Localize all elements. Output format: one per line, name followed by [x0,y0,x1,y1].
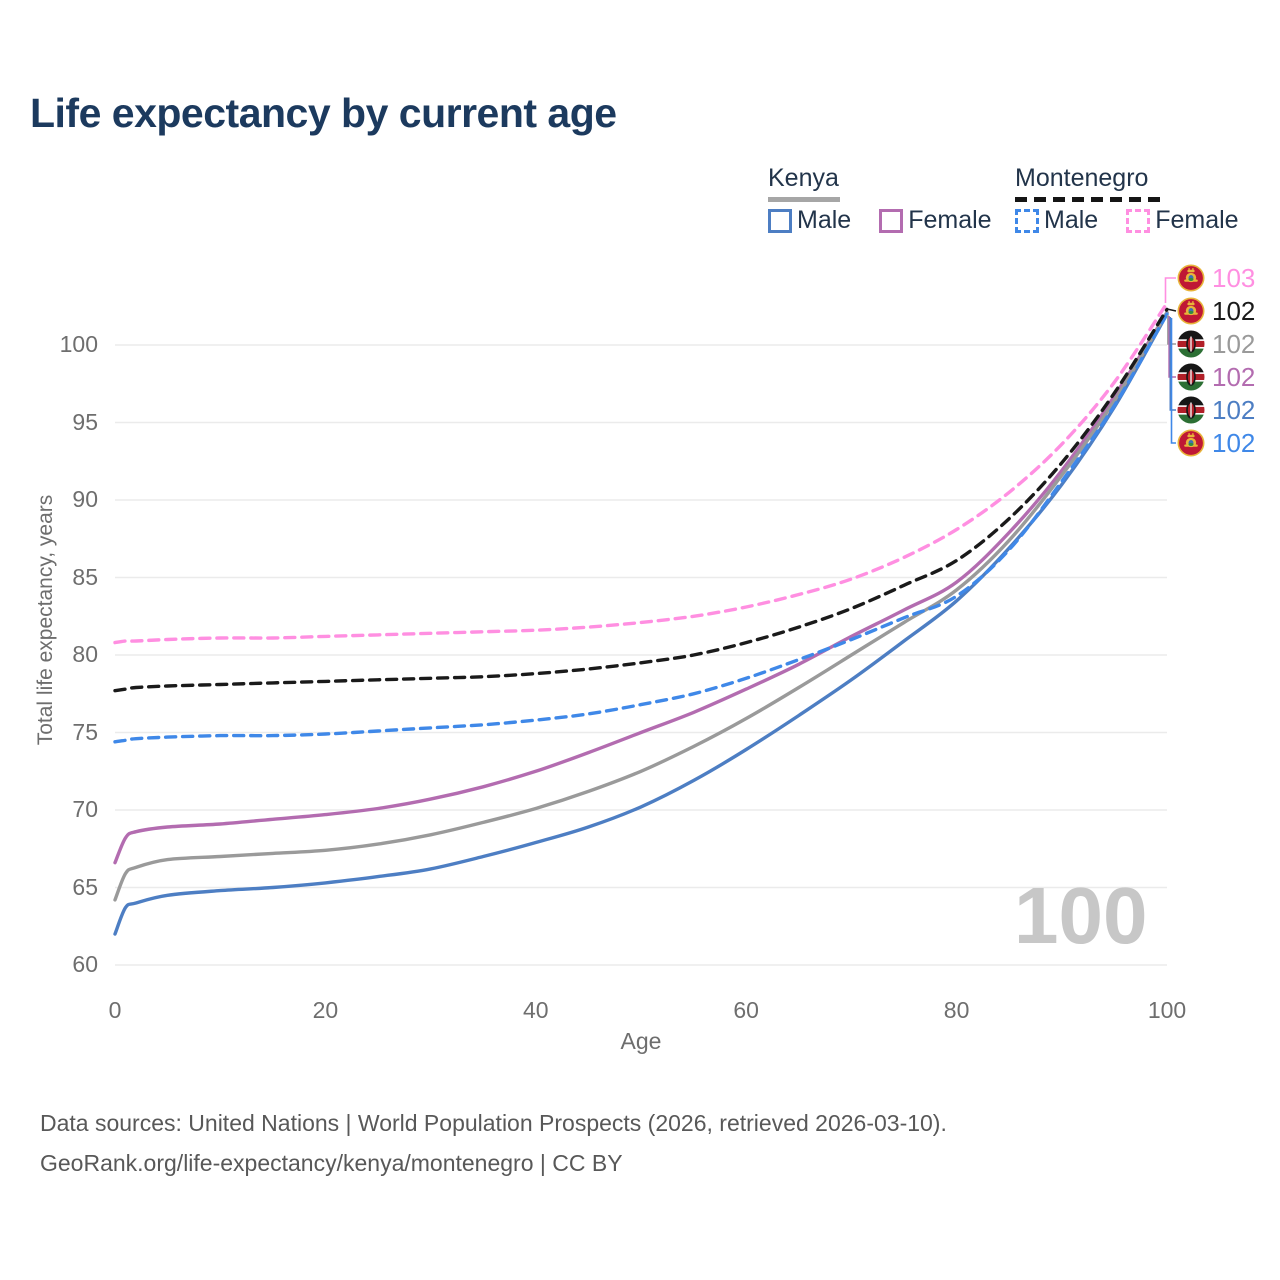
leader-line-4 [1169,317,1176,411]
series-montenegro-both [113,307,1169,693]
end-value: 102 [1212,295,1256,326]
kenya-flag-icon [1177,330,1205,358]
leader-line-2 [1167,315,1176,345]
end-value: 103 [1212,262,1256,293]
end-value: 102 [1212,394,1256,425]
kenya-male-swatch-icon [768,208,792,233]
legend-montenegro-items: Male Female [1015,206,1257,235]
legend-item-label: Male [797,206,852,234]
y-tick-85: 85 [72,563,98,590]
legend-kenya-linestyle-sample [768,197,840,202]
footer-data-sources: Data sources: United Nations | World Pop… [40,1110,947,1136]
y-tick-100: 100 [59,331,98,357]
series-kenya-male [113,312,1169,936]
y-tick-75: 75 [72,718,98,745]
x-tick-0: 0 [108,997,122,1023]
end-value: 102 [1212,328,1256,359]
series-montenegro-female [113,301,1169,645]
y-tick-95: 95 [72,408,98,435]
y-tick-90: 90 [72,486,98,512]
series-kenya-both [113,310,1169,902]
x-tick-60: 60 [733,997,759,1023]
end-label-kenya-both: 102 [1177,328,1256,359]
leader-line-3 [1168,316,1176,378]
legend-item-kenya-male[interactable]: Male [768,206,851,235]
end-label-montenegro-male: 102 [1177,427,1256,458]
gridlines [115,344,1167,966]
y-tick-80: 80 [72,641,98,667]
leader-line-1 [1166,308,1177,312]
page-title: Life expectancy by current age [30,90,617,136]
x-axis-title: Age [620,1028,662,1054]
end-value: 102 [1212,427,1256,458]
leader-line-0 [1164,277,1176,303]
montenegro-flag-icon [1177,429,1205,457]
legend-item-label: Female [908,206,992,234]
series-montenegro-male [113,312,1169,744]
legend-montenegro-linestyle-sample [1015,197,1163,202]
legend-item-label: Female [1155,206,1239,234]
leader-line-5 [1170,318,1176,444]
x-tick-40: 40 [523,997,549,1023]
kenya-flag-icon [1177,396,1205,424]
y-tick-60: 60 [72,951,98,977]
legend-kenya-label: Kenya [768,164,839,192]
y-tick-70: 70 [72,796,98,822]
legend-item-montenegro-male[interactable]: Male [1015,206,1098,235]
y-axis-title: Total life expectancy, years [34,494,57,746]
legend-group-montenegro: Montenegro [1015,164,1163,202]
montenegro-male-swatch-icon [1015,208,1039,233]
end-label-kenya-female: 102 [1177,361,1256,392]
legend-montenegro-label: Montenegro [1015,164,1149,192]
legend-group-kenya: Kenya [768,164,840,202]
kenya-female-swatch-icon [879,208,904,233]
footer-attribution: GeoRank.org/life-expectancy/kenya/monten… [40,1150,623,1176]
end-label-montenegro-both: 102 [1177,295,1256,326]
legend-item-kenya-female[interactable]: Female [879,206,992,235]
legend-item-label: Male [1044,206,1099,234]
end-label-montenegro-female: 103 [1177,262,1256,293]
series-lines [113,301,1169,936]
montenegro-flag-icon [1177,297,1205,325]
end-value: 102 [1212,361,1256,392]
x-tick-100: 100 [1147,997,1187,1023]
x-tick-80: 80 [943,997,970,1023]
y-tick-65: 65 [72,873,98,900]
age-watermark: 100 [1014,871,1148,960]
x-tick-20: 20 [312,997,339,1023]
montenegro-flag-icon [1177,264,1205,292]
leader-lines [1164,277,1177,444]
series-kenya-female [113,310,1169,865]
montenegro-female-swatch-icon [1126,208,1151,233]
legend-item-montenegro-female[interactable]: Female [1126,206,1239,235]
kenya-flag-icon [1177,363,1205,391]
end-label-kenya-male: 102 [1177,394,1256,425]
legend-kenya-items: Male Female [768,206,1010,235]
